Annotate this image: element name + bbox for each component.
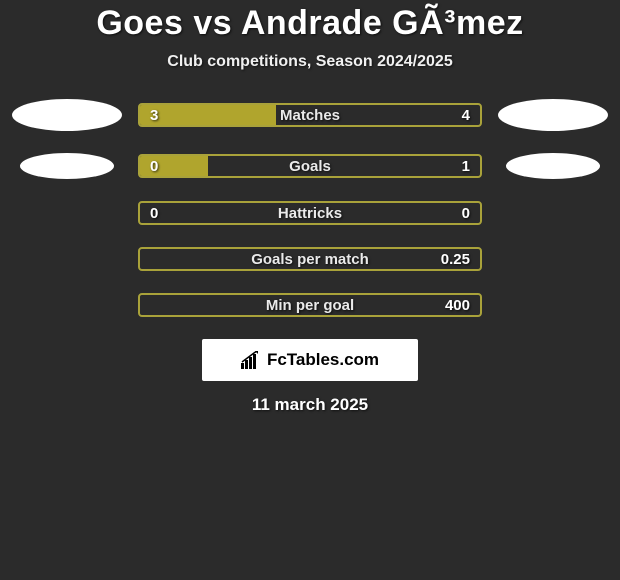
stat-row: Min per goal400 — [0, 293, 620, 317]
page-title: Goes vs Andrade GÃ³mez — [0, 4, 620, 43]
stats-section: 3Matches40Goals10Hattricks0Goals per mat… — [0, 99, 620, 317]
subtitle: Club competitions, Season 2024/2025 — [0, 53, 620, 71]
stat-label: Goals — [200, 158, 420, 175]
stat-label: Goals per match — [200, 251, 420, 268]
stat-row: 0Goals1 — [0, 153, 620, 179]
stat-bar: 0Goals1 — [138, 154, 482, 178]
stat-right-value: 0.25 — [420, 251, 480, 268]
stat-row: 3Matches4 — [0, 99, 620, 131]
stat-right-value: 1 — [420, 158, 480, 175]
stat-bar: 3Matches4 — [138, 103, 482, 127]
stat-row: 0Hattricks0 — [0, 201, 620, 225]
brand-text: FcTables.com — [267, 350, 379, 370]
stat-right-value: 4 — [420, 107, 480, 124]
left-badge-slot — [8, 99, 126, 131]
stat-right-value: 0 — [420, 205, 480, 222]
brand-chart-icon — [241, 351, 263, 369]
player-badge-left — [12, 99, 122, 131]
left-badge-slot — [8, 153, 126, 179]
stat-bar: Min per goal400 — [138, 293, 482, 317]
player-badge-right — [498, 99, 608, 131]
stat-label: Hattricks — [200, 205, 420, 222]
stat-label: Matches — [200, 107, 420, 124]
stat-bar: 0Hattricks0 — [138, 201, 482, 225]
stat-label: Min per goal — [200, 297, 420, 314]
stat-left-value: 0 — [140, 158, 200, 175]
stat-bar: Goals per match0.25 — [138, 247, 482, 271]
stat-left-value: 0 — [140, 205, 200, 222]
brand-badge[interactable]: FcTables.com — [202, 339, 418, 381]
right-badge-slot — [494, 99, 612, 131]
player-badge-right — [506, 153, 600, 179]
comparison-card: Goes vs Andrade GÃ³mez Club competitions… — [0, 0, 620, 415]
right-badge-slot — [494, 153, 612, 179]
stat-left-value: 3 — [140, 107, 200, 124]
stat-right-value: 400 — [420, 297, 480, 314]
stat-row: Goals per match0.25 — [0, 247, 620, 271]
date-text: 11 march 2025 — [0, 395, 620, 415]
player-badge-left — [20, 153, 114, 179]
